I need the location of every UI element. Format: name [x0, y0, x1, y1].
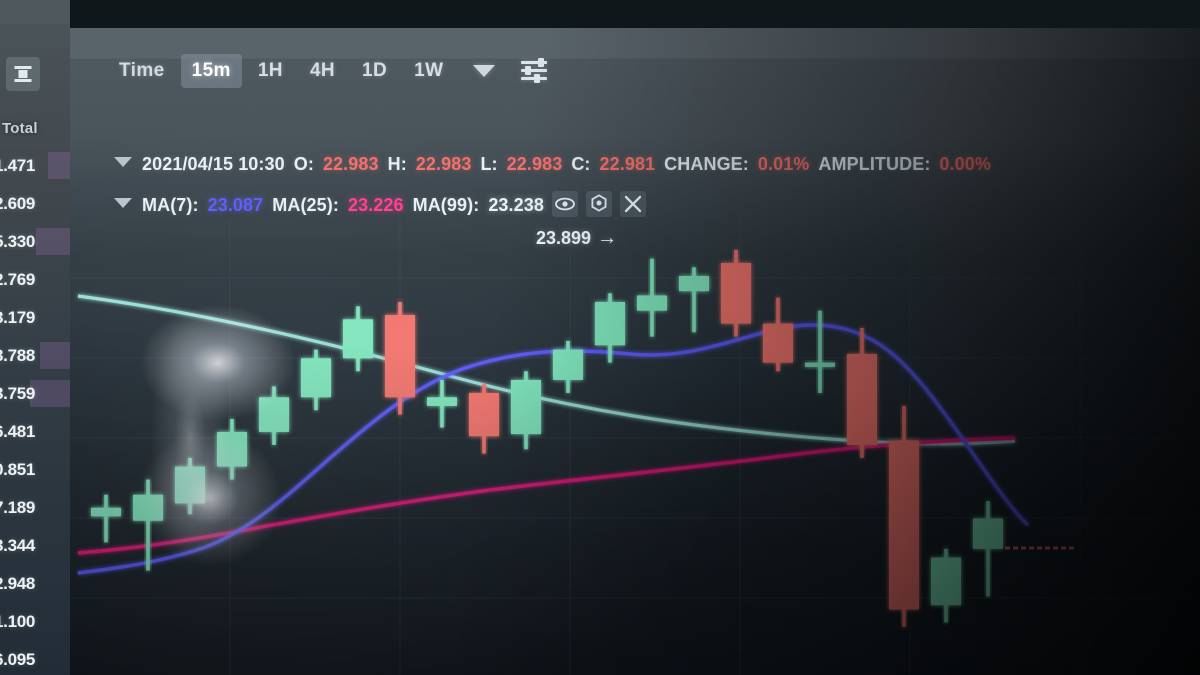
ohlc-close-value: 22.981: [599, 154, 656, 174]
candle-body[interactable]: [91, 507, 121, 517]
annotation-price: 23.899: [536, 228, 592, 248]
time-label: Time: [119, 60, 165, 81]
moving-average-info-row: MA(7): 23.087 MA(25): 23.226 MA(99): 23.238: [70, 191, 646, 217]
ohlc-info-row: 2021/04/15 10:30 O: 22.983 H: 22.983 L: 22.983…: [70, 154, 991, 175]
candle-body[interactable]: [385, 314, 415, 398]
candle-body[interactable]: [343, 319, 373, 359]
ohlc-low-label: L:: [480, 154, 498, 174]
ma25-label: MA(25):: [272, 195, 339, 215]
orderbook-row[interactable]: 3.344: [0, 530, 70, 561]
timeframe-1w[interactable]: 1W: [414, 60, 444, 81]
chevron-down-icon[interactable]: [114, 198, 132, 209]
orderbook-total-value: 2.948: [0, 574, 36, 593]
timeframe-toolbar[interactable]: Time 15m 1H 4H 1D 1W: [70, 48, 1200, 94]
orderbook-row[interactable]: 1.471: [0, 150, 70, 181]
orderbook-row[interactable]: 1.100: [0, 606, 70, 637]
orderbook-row[interactable]: 5.330: [0, 226, 70, 257]
candle-body[interactable]: [847, 353, 877, 445]
candle-body[interactable]: [427, 397, 457, 406]
candle-body[interactable]: [721, 262, 751, 324]
candle-body[interactable]: [805, 362, 835, 367]
orderbook-depth-bar: [30, 380, 70, 407]
ohlc-timestamp: 2021/04/15 10:30: [142, 154, 285, 174]
timeframe-1d[interactable]: 1D: [362, 60, 388, 81]
candle-wick: [818, 310, 822, 393]
candlestick-plot[interactable]: [70, 28, 1200, 675]
orderbook-total-value: 2.769: [0, 270, 36, 289]
orderbook-panel[interactable]: Total 1.471 2.609 5.330 2.769 3.179 3.788 3.75…: [0, 0, 70, 675]
timeframe-1h[interactable]: 1H: [257, 60, 283, 81]
change-label: CHANGE:: [664, 154, 749, 174]
orderbook-total-value: 0.851: [0, 460, 36, 479]
amplitude-value: 0.00%: [939, 154, 991, 174]
annotation-arrow-icon: →: [597, 227, 618, 249]
orderbook-depth-bar: [48, 152, 70, 179]
ma99-value: 23.238: [488, 195, 544, 215]
chevron-down-icon[interactable]: [114, 157, 132, 168]
orderbook-total-value: 7.189: [0, 498, 36, 517]
orderbook-total-header: Total: [2, 120, 38, 137]
ohlc-low-value: 22.983: [506, 154, 563, 174]
orderbook-total-value: 3.179: [0, 308, 36, 327]
candle-body[interactable]: [889, 440, 919, 610]
sliders-settings-icon[interactable]: [521, 58, 548, 83]
candle-body[interactable]: [637, 295, 667, 311]
candle-body[interactable]: [301, 358, 331, 398]
timeframe-15m[interactable]: 15m: [180, 54, 242, 88]
orderbook-row[interactable]: 3.759: [0, 378, 70, 409]
ma7-label: MA(7):: [142, 195, 199, 215]
orderbook-row[interactable]: 2.609: [0, 188, 70, 219]
close-x-icon[interactable]: [619, 191, 646, 217]
price-annotation: 23.899 →: [536, 227, 617, 250]
orderbook-row[interactable]: 0.851: [0, 454, 70, 485]
candle-body[interactable]: [469, 392, 499, 437]
target-settings-icon[interactable]: [585, 191, 612, 217]
orderbook-total-value: 3.759: [0, 384, 36, 403]
orderbook-depth-bar: [36, 228, 70, 255]
ohlc-high-value: 22.983: [415, 154, 472, 174]
candle-body[interactable]: [763, 323, 793, 363]
orderbook-total-value: 3.344: [0, 536, 36, 555]
orderbook-total-value: 5.330: [0, 232, 36, 251]
chart-panel[interactable]: Time 15m 1H 4H 1D 1W 2021/04/15 10:30 O: 2…: [70, 28, 1200, 675]
ohlc-open-label: O:: [293, 154, 314, 174]
ohlc-open-value: 22.983: [322, 154, 379, 174]
orderbook-total-value: 3.788: [0, 346, 36, 365]
orderbook-row[interactable]: 3.788: [0, 340, 70, 371]
chevron-down-icon[interactable]: [473, 65, 496, 77]
candle-wick: [104, 494, 108, 543]
candle-body[interactable]: [511, 379, 541, 435]
orderbook-row[interactable]: 3.179: [0, 302, 70, 333]
candle-body[interactable]: [973, 518, 1003, 549]
orderbook-total-value: 6.481: [0, 422, 36, 441]
ma99-label: MA(99):: [412, 195, 480, 215]
candle-body[interactable]: [595, 301, 625, 346]
candle-body[interactable]: [553, 349, 583, 380]
orderbook-total-value: 2.609: [0, 194, 36, 213]
eye-icon[interactable]: [551, 191, 578, 217]
timeframe-4h[interactable]: 4H: [309, 60, 336, 81]
ohlc-close-label: C:: [571, 154, 591, 174]
orderbook-layout-glyph: [14, 66, 32, 82]
orderbook-total-value: 1.100: [0, 612, 36, 631]
ma7-value: 23.087: [207, 195, 264, 215]
orderbook-row[interactable]: 2.769: [0, 264, 70, 295]
change-value: 0.01%: [757, 154, 810, 174]
ma25-value: 23.226: [347, 195, 404, 215]
orderbook-total-value: 1.471: [0, 156, 36, 175]
orderbook-row[interactable]: 6.095: [0, 644, 70, 675]
orderbook-total-value: 6.095: [0, 650, 36, 669]
orderbook-row[interactable]: 6.481: [0, 416, 70, 447]
orderbook-top-bar: [0, 0, 70, 24]
orderbook-row[interactable]: 7.189: [0, 492, 70, 523]
ohlc-high-label: H:: [387, 154, 407, 174]
screen-glare-streak: [150, 318, 230, 558]
orderbook-row[interactable]: 2.948: [0, 568, 70, 599]
amplitude-label: AMPLITUDE:: [818, 154, 931, 174]
orderbook-layout-icon[interactable]: [6, 57, 40, 91]
candle-body[interactable]: [931, 557, 961, 606]
candle-body[interactable]: [679, 275, 709, 292]
orderbook-depth-bar: [40, 342, 70, 369]
